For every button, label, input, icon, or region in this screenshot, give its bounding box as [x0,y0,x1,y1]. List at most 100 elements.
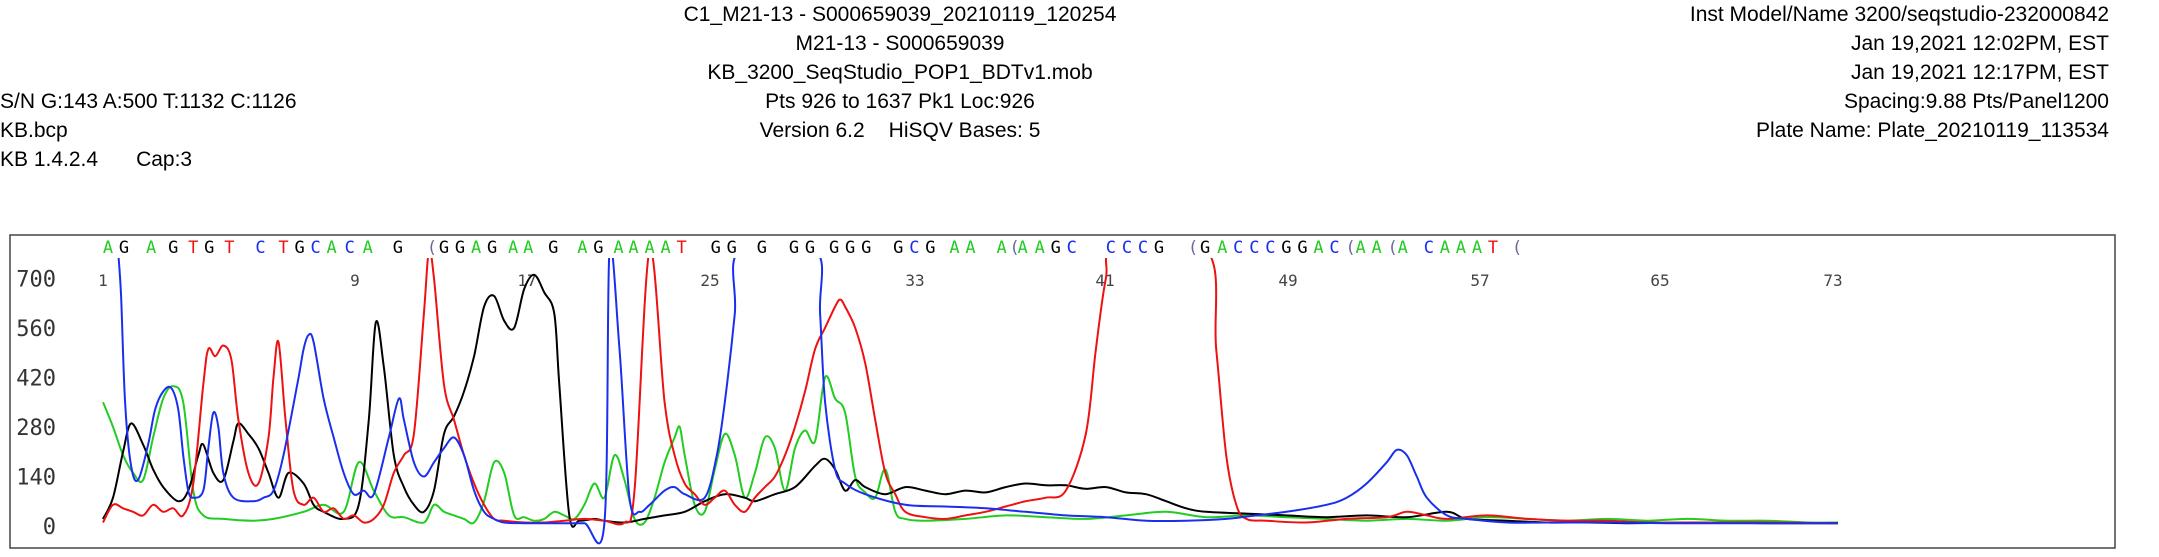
base-call-47: A [1035,238,1045,258]
base-call-26: A [613,238,623,258]
base-call-29: A [660,238,670,258]
base-call-41: G [925,238,935,258]
y-tick-label: 0 [43,515,56,540]
base-call-35: G [805,238,815,258]
base-call-37: G [845,238,855,258]
base-call-34: G [789,238,799,258]
run-start: Jan 19,2021 12:02PM, EST [1851,32,2109,55]
base-call-72: A [1472,238,1482,258]
base-call-9: T [278,238,288,258]
base-call-64: ( [1345,238,1355,258]
base-call-48: G [1051,238,1061,258]
hisqv-bases: HiSQV Bases: 5 [888,119,1041,142]
base-call-27: A [628,238,638,258]
base-call-42: A [949,238,959,258]
base-call-56: A [1217,238,1227,258]
base-call-58: C [1249,238,1259,258]
base-call-69: C [1424,238,1434,258]
base-call-19: A [471,238,481,258]
base-call-51: C [1122,238,1132,258]
base-call-31: G [711,238,721,258]
base-call-7: T [224,238,234,258]
base-position-label: 65 [1650,271,1669,290]
base-call-66: A [1372,238,1382,258]
base-call-3: A [146,238,156,258]
base-call-61: G [1297,238,1307,258]
y-tick-label: 560 [16,317,56,342]
base-call-10: G [294,238,304,258]
base-position-label: 25 [700,271,719,290]
base-call-60: G [1281,238,1291,258]
base-call-71: A [1456,238,1466,258]
y-tick-label: 280 [16,416,56,441]
base-position-label: 1 [98,271,108,290]
spacing: Spacing:9.88 Pts/Panel1200 [1843,90,2109,113]
base-call-15: G [393,238,403,258]
base-call-43: A [965,238,975,258]
sample-file: C1_M21-13 - S000659039_20210119_120254 [683,3,1117,26]
base-call-2: G [119,238,129,258]
base-call-22: A [523,238,533,258]
signal-strength: S/N G:143 A:500 T:1132 C:1126 [0,90,297,113]
plot-frame [9,234,2116,549]
base-call-24: A [577,238,587,258]
header-center: C1_M21-13 - S000659039_20210119_120254 M… [0,0,1800,145]
base-call-59: C [1265,238,1275,258]
base-call-6: G [204,238,214,258]
mobility-file: KB_3200_SeqStudio_POP1_BDTv1.mob [707,61,1093,84]
base-position-label: 57 [1470,271,1489,290]
capillary: Cap:3 [136,148,193,171]
base-call-14: A [363,238,373,258]
base-call-44: A [996,238,1006,258]
trace-C [117,258,1838,545]
base-call-38: G [861,238,871,258]
base-call-33: G [757,238,767,258]
base-call-39: G [893,238,903,258]
instrument-name: Inst Model/Name 3200/seqstudio-232000842 [1689,3,2109,26]
base-call-50: C [1106,238,1116,258]
base-call-23: G [548,238,558,258]
base-calls: A G A G T G T C T G C A C A G(G G A G A A G A G A A A A T G G G G G G G G G C… [103,238,1522,258]
base-call-11: C [310,238,320,258]
base-call-49: C [1067,238,1077,258]
trace-T [102,258,1839,526]
base-call-67: ( [1388,238,1398,258]
run-end: Jan 19,2021 12:17PM, EST [1851,61,2109,84]
base-call-63: C [1329,238,1339,258]
basecaller-version: KB 1.4.2.4 [0,148,99,171]
base-call-21: A [508,238,518,258]
base-call-13: C [345,238,355,258]
base-call-52: C [1138,238,1148,258]
base-call-73: T [1488,238,1498,258]
base-call-12: A [327,238,337,258]
bcp-file: KB.bcp [0,119,68,142]
base-position-label: 33 [905,271,924,290]
base-call-18: G [455,238,465,258]
base-call-53: G [1154,238,1164,258]
base-call-46: A [1018,238,1028,258]
plate-name: Plate Name: Plate_20210119_113534 [1755,119,2109,142]
base-call-70: A [1440,238,1450,258]
base-position-label: 49 [1278,271,1297,290]
trace-G [102,273,1839,528]
y-axis-ticks: 0 140 280 420 560 700 [16,267,56,540]
base-call-62: A [1313,238,1323,258]
y-tick-label: 420 [16,366,56,391]
base-call-30: T [677,238,687,258]
base-call-57: C [1233,238,1243,258]
base-call-17: G [439,238,449,258]
base-call-4: G [168,238,178,258]
header-left: S/N G:143 A:500 T:1132 C:1126 KB.bcp KB … [0,87,297,174]
base-positions: 1 9 17 25 33 41 49 57 65 73 [98,271,1842,290]
base-call-65: A [1355,238,1365,258]
base-position-label: 73 [1823,271,1842,290]
points-range: Pts 926 to 1637 Pk1 Loc:926 [765,90,1035,113]
base-call-20: G [487,238,497,258]
software-version: Version 6.2 [759,119,865,142]
base-call-40: C [909,238,919,258]
base-call-55: G [1200,238,1210,258]
y-tick-label: 140 [16,465,56,490]
base-call-16: ( [427,238,437,258]
base-call-54: ( [1188,238,1198,258]
